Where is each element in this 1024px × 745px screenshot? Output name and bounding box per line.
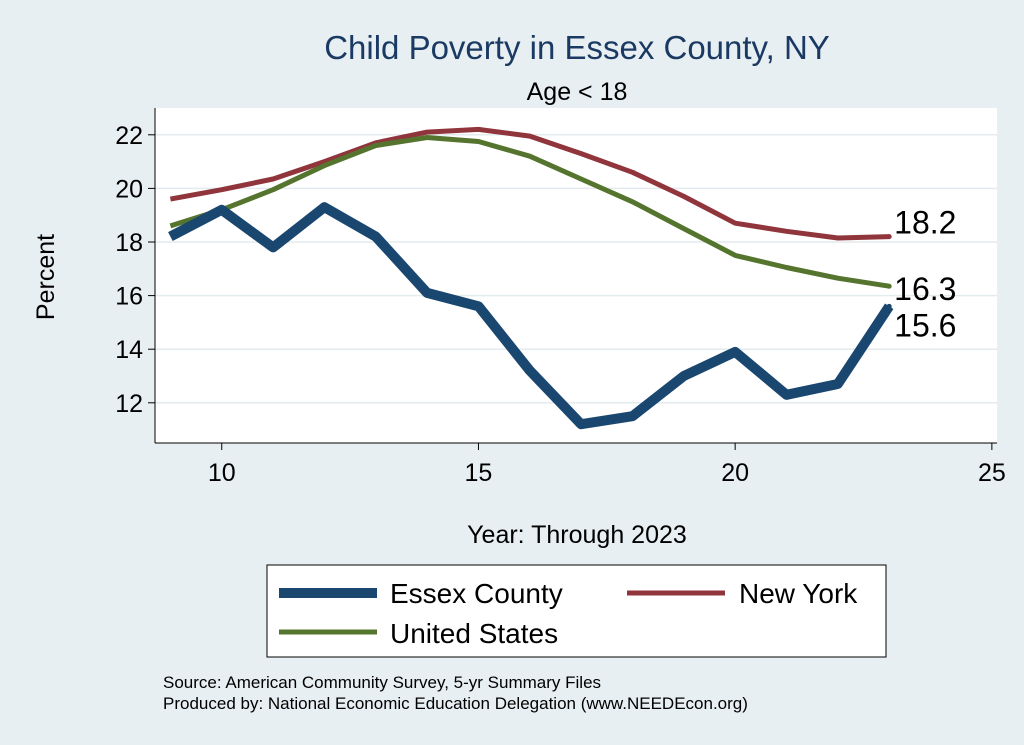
producer-note: Produced by: National Economic Education… bbox=[163, 694, 748, 713]
series-line-new-york bbox=[169, 126, 890, 241]
y-tick-label: 16 bbox=[115, 283, 143, 311]
end-labels: 15.6 18.2 16.3 bbox=[886, 205, 956, 343]
y-tick-label: 12 bbox=[115, 390, 143, 418]
x-tick-label: 15 bbox=[465, 459, 493, 487]
chart-subtitle: Age < 18 bbox=[527, 78, 628, 106]
legend-label-united-states: United States bbox=[390, 618, 558, 649]
end-value-label-united-states: 16.3 bbox=[894, 271, 956, 307]
legend-box bbox=[266, 564, 887, 658]
series-end-point bbox=[886, 283, 892, 289]
series-line-united-states bbox=[169, 135, 890, 289]
series-end-point bbox=[886, 303, 892, 309]
legend-label-new-york: New York bbox=[739, 578, 858, 609]
y-tick-label: 18 bbox=[115, 229, 143, 257]
y-axis-label: Percent bbox=[32, 234, 60, 320]
plot-area bbox=[155, 108, 997, 443]
y-tick-label: 22 bbox=[115, 122, 143, 150]
source-note: Source: American Community Survey, 5-yr … bbox=[163, 673, 601, 692]
y-tick-label: 20 bbox=[115, 175, 143, 203]
x-axis-label: Year: Through 2023 bbox=[467, 521, 687, 549]
axes: 12 14 16 18 20 22 10 15 20 25 bbox=[115, 108, 1006, 487]
y-tick-label: 14 bbox=[115, 336, 143, 364]
legend-label-essex: Essex County bbox=[390, 578, 563, 609]
end-value-label-essex-county: 15.6 bbox=[894, 307, 956, 343]
x-tick-label: 20 bbox=[721, 459, 749, 487]
x-tick-label: 10 bbox=[208, 459, 236, 487]
x-tick-label: 25 bbox=[978, 459, 1006, 487]
series-lines bbox=[168, 126, 894, 430]
legend: Essex County New York United States bbox=[266, 564, 887, 658]
gridlines bbox=[155, 134, 997, 404]
series-line-essex-county bbox=[168, 202, 894, 430]
end-value-label-new-york: 18.2 bbox=[894, 205, 956, 241]
chart-title: Child Poverty in Essex County, NY bbox=[324, 29, 830, 66]
series-end-point bbox=[886, 234, 892, 240]
